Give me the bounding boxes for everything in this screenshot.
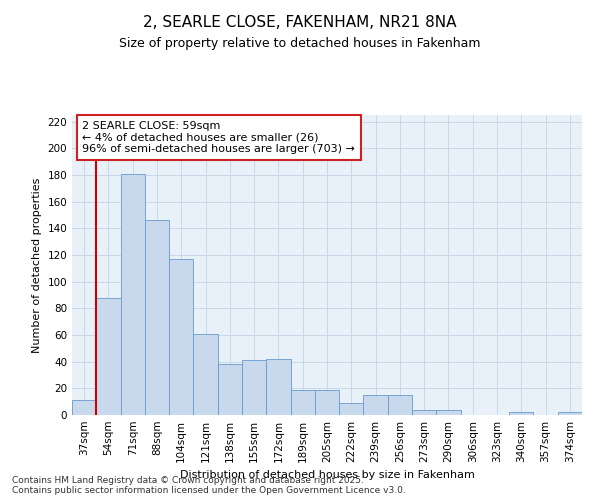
- Text: 2, SEARLE CLOSE, FAKENHAM, NR21 8NA: 2, SEARLE CLOSE, FAKENHAM, NR21 8NA: [143, 15, 457, 30]
- Bar: [339, 403, 364, 415]
- Y-axis label: Number of detached properties: Number of detached properties: [32, 178, 42, 352]
- Bar: [145, 220, 169, 415]
- Bar: [315, 390, 339, 415]
- Bar: [121, 174, 145, 415]
- Bar: [72, 400, 96, 415]
- Bar: [193, 334, 218, 415]
- Bar: [558, 412, 582, 415]
- Text: Size of property relative to detached houses in Fakenham: Size of property relative to detached ho…: [119, 38, 481, 51]
- Bar: [96, 298, 121, 415]
- X-axis label: Distribution of detached houses by size in Fakenham: Distribution of detached houses by size …: [179, 470, 475, 480]
- Text: 2 SEARLE CLOSE: 59sqm
← 4% of detached houses are smaller (26)
96% of semi-detac: 2 SEARLE CLOSE: 59sqm ← 4% of detached h…: [82, 121, 355, 154]
- Text: Contains HM Land Registry data © Crown copyright and database right 2025.
Contai: Contains HM Land Registry data © Crown c…: [12, 476, 406, 495]
- Bar: [266, 359, 290, 415]
- Bar: [169, 259, 193, 415]
- Bar: [218, 364, 242, 415]
- Bar: [364, 395, 388, 415]
- Bar: [242, 360, 266, 415]
- Bar: [436, 410, 461, 415]
- Bar: [509, 412, 533, 415]
- Bar: [412, 410, 436, 415]
- Bar: [290, 390, 315, 415]
- Bar: [388, 395, 412, 415]
